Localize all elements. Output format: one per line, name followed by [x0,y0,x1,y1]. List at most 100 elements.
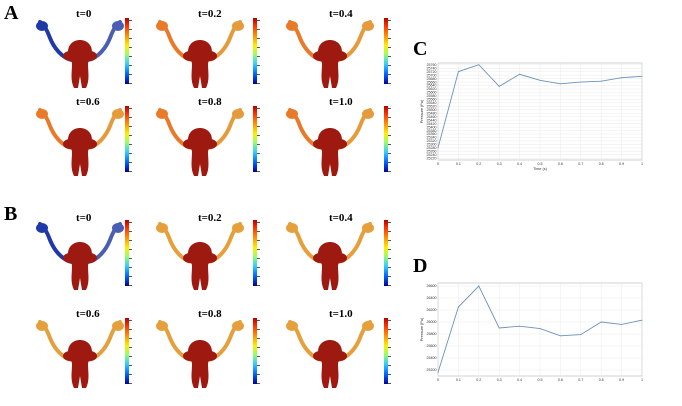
y-tick-label: 26200 [427,308,437,312]
y-tick-label: 25460 [427,115,437,119]
time-label: t=0.8 [198,308,222,320]
panel-label-c: C [413,38,428,60]
colorbar [253,106,257,172]
right-horn [203,253,217,263]
y-tick-label: 25300 [427,143,437,147]
right-horn [203,139,217,149]
colorbar [384,220,388,286]
right-horn [83,253,97,263]
x-tick-label: 0.4 [517,378,522,382]
right-horn [83,51,97,61]
left-tube-end [36,321,48,331]
y-tick-label: 25700 [427,73,437,77]
y-tick-label: 25600 [427,344,437,348]
data-point [559,335,561,337]
left-horn [183,139,197,149]
y-tick-label: 25660 [427,80,437,84]
left-horn [63,51,77,61]
panel-label-b: B [4,203,18,225]
uterus-body [68,128,92,176]
colorbar [253,18,257,84]
data-point [457,71,459,73]
data-point [621,77,623,79]
y-tick-label: 25520 [427,105,437,109]
x-tick-label: 0.3 [497,162,502,166]
right-tube-end [232,21,244,31]
time-label: t=0.8 [198,96,222,108]
x-tick-label: 0.7 [578,162,583,166]
data-point [478,285,480,287]
y-tick-label: 25360 [427,132,437,136]
x-tick-label: 0.2 [476,162,481,166]
x-axis-label: Time (s) [533,167,548,171]
left-horn [313,351,327,361]
uterus-model-render [152,318,248,395]
time-label: t=1.0 [329,308,353,320]
uterus-model-render [282,18,378,95]
y-tick-label: 25720 [427,70,437,74]
data-point [457,306,459,308]
x-tick-label: 0.1 [456,378,461,382]
colorbar-ticks [257,106,263,172]
data-point [580,81,582,83]
right-horn [203,351,217,361]
uterus-body [318,340,342,388]
y-axis-label: Pressure (Pa) [420,317,424,341]
left-tube-end [36,21,48,31]
colorbar-ticks [129,18,135,84]
colorbar [253,220,257,286]
x-tick-label: 0.1 [456,162,461,166]
pressure-chart-d: 26600 26400 26200 26000 25800 25600 25400 25200… [418,280,648,388]
colorbar [125,18,129,84]
data-point [437,371,439,373]
time-label: t=1.0 [329,96,353,108]
left-tube-end [156,21,168,31]
colorbar [253,318,257,384]
y-tick-label: 25680 [427,77,437,81]
data-point [539,79,541,81]
left-tube-end [286,321,298,331]
x-tick-label: 0.4 [517,162,522,166]
right-tube-end [362,223,374,233]
y-tick-label: 26400 [427,296,437,300]
right-horn [333,139,347,149]
right-tube-end [232,223,244,233]
uterus-body [68,340,92,388]
x-tick-label: 0.2 [476,378,481,382]
right-horn [333,51,347,61]
uterus-model-render [32,18,128,95]
y-tick-label: 25320 [427,139,437,143]
left-horn [313,253,327,263]
right-tube-end [112,321,124,331]
left-horn [313,139,327,149]
data-point [519,73,521,75]
y-tick-label: 25280 [427,146,437,150]
right-tube-end [362,321,374,331]
uterus-model-render [32,106,128,183]
colorbar [125,318,129,384]
colorbar-ticks [388,318,394,384]
time-label: t=0.4 [329,212,353,224]
data-point [519,325,521,327]
y-tick-label: 25380 [427,129,437,133]
left-horn [63,253,77,263]
y-tick-label: 26600 [427,284,437,288]
y-tick-label: 25540 [427,101,437,105]
colorbar-ticks [388,18,394,84]
right-tube-end [362,21,374,31]
left-tube-end [156,223,168,233]
right-horn [203,51,217,61]
y-tick-label: 25500 [427,108,437,112]
right-horn [83,139,97,149]
time-label: t=0 [76,8,92,20]
left-tube-end [156,109,168,119]
data-point [600,321,602,323]
data-point [498,85,500,87]
left-horn [183,51,197,61]
uterus-model-render [282,318,378,395]
y-axis-label: Pressure (Pa) [420,99,424,123]
colorbar-ticks [129,318,135,384]
colorbar-ticks [257,18,263,84]
x-tick-label: 1 [641,378,643,382]
pressure-chart-c-svg: 2576025740257202570025680256602564025620… [420,62,643,171]
